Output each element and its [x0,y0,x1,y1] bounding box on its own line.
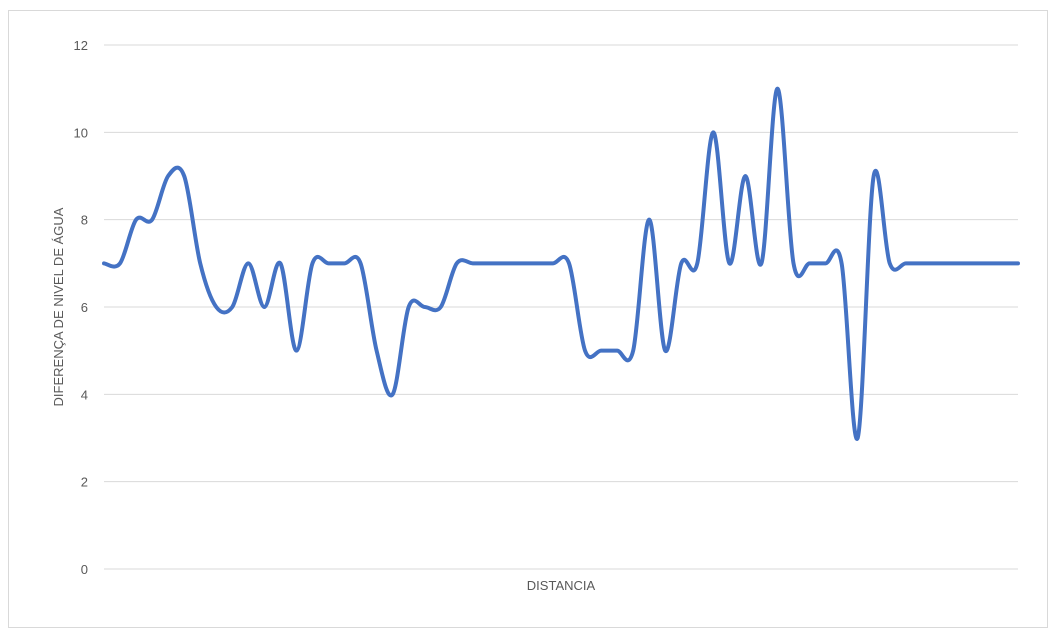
series-line [102,86,1020,441]
chart-frame [8,10,1048,628]
y-tick-label: 10 [74,125,88,140]
y-tick-label: 6 [81,300,88,315]
y-tick-label: 2 [81,475,88,490]
y-axis-title: DIFERENÇA DE NIVEL DE ÁGUA [51,207,66,406]
y-tick-label: 12 [74,38,88,53]
x-axis-title: DISTANCIA [527,578,596,593]
y-tick-label: 4 [81,387,88,402]
gridlines [104,44,1018,570]
y-tick-label: 0 [81,562,88,577]
y-tick-labels: 0 2 4 6 8 10 12 [74,38,88,577]
y-tick-label: 8 [81,213,88,228]
